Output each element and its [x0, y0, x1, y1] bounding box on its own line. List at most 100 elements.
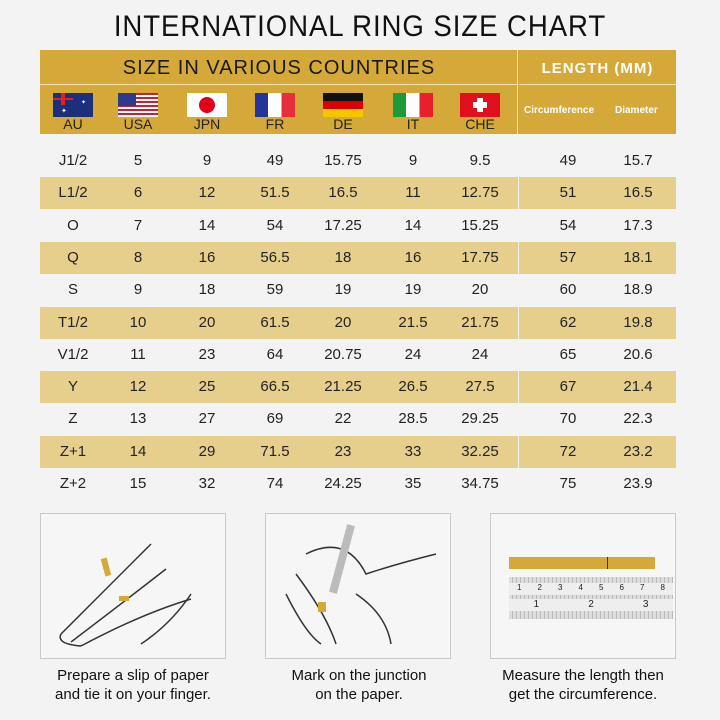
table-cell: O	[67, 216, 79, 234]
table-cell: 27.5	[465, 378, 495, 396]
table-cell: 18.1	[623, 248, 653, 266]
row-bg	[519, 306, 676, 339]
table-cell: 16.5	[328, 184, 358, 202]
table-cell: 56.5	[260, 248, 290, 266]
table-cell: 21.5	[398, 313, 428, 331]
page-title: INTERNATIONAL RING SIZE CHART	[113, 10, 607, 43]
table-cell: L1/2	[58, 184, 88, 202]
table-cell: Z+2	[59, 475, 87, 492]
table-cell: 15.25	[461, 216, 499, 234]
table-cell: 24	[404, 345, 422, 363]
ruler-tick-label: 6	[619, 583, 624, 592]
table-cell: Z+1	[59, 442, 87, 460]
country-code-au: AU	[63, 116, 83, 132]
usa-flag-icon	[118, 93, 158, 117]
row-bg	[519, 177, 676, 210]
table-cell: 34.75	[461, 475, 499, 492]
table-cell: J1/2	[58, 152, 88, 169]
table-cell: 21.75	[461, 313, 499, 331]
italy-flag-icon	[393, 93, 433, 117]
table-cell: 18	[334, 248, 352, 266]
table-row: T1/2 10 20 61.5 20 21.5 21.75 62 19.8	[40, 306, 676, 339]
table-cell: 57	[559, 248, 577, 266]
step-3-caption: Measure the length then get the circumfer…	[473, 666, 693, 704]
table-cell: 19.8	[623, 313, 653, 331]
table-cell: 23.9	[623, 475, 653, 492]
table-cell: 24.25	[324, 475, 362, 492]
table-cell: 61.5	[260, 313, 290, 331]
table-cell: 29.25	[461, 410, 499, 428]
table-cell: 14	[198, 216, 216, 234]
row-bg	[519, 241, 676, 274]
table-row: Y 12 25 66.5 21.25 26.5 27.5 67 21.4	[40, 371, 676, 404]
table-row: S 9 18 59 19 19 20 60 18.9	[40, 274, 676, 306]
table-cell: 35	[404, 475, 422, 492]
country-code-usa: USA	[123, 116, 153, 132]
table-cell: 69	[266, 410, 284, 428]
step-2-line-2: on the paper.	[315, 686, 403, 703]
table-cell: 70	[559, 410, 577, 428]
row-bg	[519, 435, 676, 468]
country-code-jpn: JPN	[193, 116, 221, 132]
table-cell: 20	[334, 313, 352, 331]
table-row: Z 13 27 69 22 28.5 29.25 70 22.3	[40, 403, 676, 435]
table-cell: 11	[130, 345, 146, 363]
ruler-tick-label: 8	[660, 583, 665, 592]
table-cell: 16	[198, 248, 216, 266]
step-1-line-1: Prepare a slip of paper	[57, 667, 209, 684]
step-1-line-2: and tie it on your finger.	[55, 686, 211, 703]
countries-label: SIZE IN VARIOUS COUNTRIES	[40, 50, 518, 85]
table-cell: 12	[198, 184, 216, 202]
table-cell: 32.25	[461, 442, 499, 460]
table-cell: 51	[559, 184, 577, 202]
ruler-tick-label: 2	[537, 583, 542, 592]
ruler-tick-label: 5	[599, 583, 604, 592]
ruler-tick-label: 1	[517, 583, 522, 592]
table-cell: 51.5	[260, 184, 290, 202]
length-label: LENGTH (MM)	[519, 50, 676, 85]
table-cell: 11	[405, 184, 421, 202]
table-cell: 49	[266, 152, 284, 169]
table-row: Z+2 15 32 74 24.25 35 34.75 75 23.9	[40, 468, 676, 500]
switzerland-flag-icon	[460, 93, 500, 117]
row-bg	[40, 371, 518, 404]
table-cell: 22	[334, 410, 352, 428]
table-cell: 14	[129, 442, 147, 460]
table-cell: 16.5	[623, 184, 653, 202]
table-cell: 14	[404, 216, 422, 234]
table-cell: 12	[129, 378, 147, 396]
step-3-illustration: 1 2 3 4 5 6 7 8 1 2 3	[490, 513, 676, 659]
table-cell: 26.5	[398, 378, 428, 396]
table-cell: Y	[67, 378, 78, 396]
france-flag-icon	[255, 93, 295, 117]
row-bg	[519, 371, 676, 404]
table-cell: 66.5	[260, 378, 290, 396]
table-cell: 15	[129, 475, 147, 492]
table-cell: 54	[266, 216, 284, 234]
table-cell: 24	[471, 345, 489, 363]
table-cell: 15.7	[623, 152, 653, 169]
table-cell: 7	[133, 216, 143, 234]
table-cell: S	[67, 281, 78, 299]
ruler-tick-label: 2	[588, 599, 594, 610]
table-row: V1/2 11 23 64 20.75 24 24 65 20.6	[40, 339, 676, 371]
ruler-icon: 1 2 3 4 5 6 7 8 1 2 3	[509, 577, 673, 619]
germany-flag-icon	[323, 93, 363, 117]
table-cell: 28.5	[398, 410, 428, 428]
table-cell: 17.3	[623, 216, 653, 234]
table-cell: 20	[471, 281, 489, 299]
step-3-line-2: get the circumference.	[508, 686, 658, 703]
country-code-che: CHE	[465, 116, 495, 132]
table-cell: 64	[266, 345, 284, 363]
step-1-caption: Prepare a slip of paper and tie it on you…	[23, 666, 243, 704]
table-cell: 21.4	[623, 378, 653, 396]
table-cell: 71.5	[260, 442, 290, 460]
step-2-caption: Mark on the junction on the paper.	[249, 666, 469, 704]
table-cell: 18	[198, 281, 216, 299]
row-bg	[40, 306, 518, 339]
table-row: O 7 14 54 17.25 14 15.25 54 17.3	[40, 210, 676, 242]
table-cell: 21.25	[324, 378, 362, 396]
diameter-header: Diameter	[615, 105, 658, 116]
table-cell: 18.9	[623, 281, 653, 299]
japan-flag-icon	[187, 93, 227, 117]
